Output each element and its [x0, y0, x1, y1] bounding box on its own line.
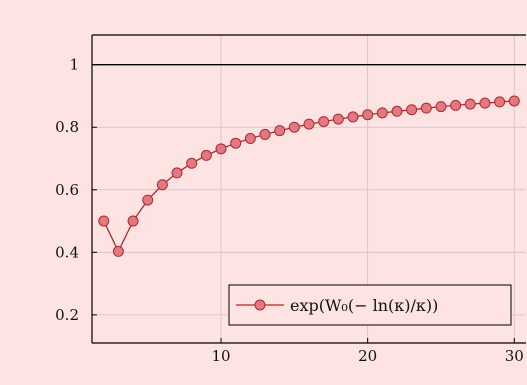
- y-tick-label-4: 1: [69, 56, 79, 74]
- data-point: [347, 111, 359, 123]
- y-tick-label-2: 0.6: [55, 181, 79, 199]
- data-point: [288, 121, 300, 133]
- data-point: [494, 96, 506, 108]
- data-point: [200, 149, 212, 161]
- data-point: [332, 113, 344, 125]
- data-point: [450, 99, 462, 111]
- data-point: [112, 245, 124, 257]
- data-point: [230, 137, 242, 149]
- y-tick-label-3: 0.8: [55, 118, 79, 136]
- data-point: [98, 215, 110, 227]
- data-point: [362, 109, 374, 121]
- legend-label: exp(W₀(− ln(κ)/κ)): [290, 296, 438, 315]
- data-series: [98, 95, 520, 257]
- data-point: [142, 194, 154, 206]
- x-tick-label-0: 10: [211, 347, 230, 365]
- data-point: [156, 179, 168, 191]
- data-point: [376, 107, 388, 119]
- data-point: [244, 133, 256, 145]
- data-point: [479, 97, 491, 109]
- data-point: [406, 104, 418, 116]
- y-tick-label-1: 0.4: [55, 243, 79, 261]
- data-point: [435, 101, 447, 113]
- legend: exp(W₀(− ln(κ)/κ)): [228, 284, 512, 326]
- axes: [91, 34, 526, 344]
- x-tick-label-1: 20: [358, 347, 377, 365]
- data-point: [274, 125, 286, 137]
- data-point: [259, 128, 271, 140]
- data-point: [508, 95, 520, 107]
- data-point: [171, 167, 183, 179]
- data-point: [127, 215, 139, 227]
- data-point: [420, 102, 432, 114]
- y-tick-label-0: 0.2: [55, 306, 79, 324]
- data-point: [303, 118, 315, 130]
- data-point: [215, 143, 227, 155]
- x-tick-label-2: 30: [505, 347, 524, 365]
- data-point: [391, 105, 403, 117]
- data-point: [186, 157, 198, 169]
- legend-marker: [254, 299, 266, 311]
- data-point: [318, 116, 330, 128]
- data-point: [464, 98, 476, 110]
- ticks: 10 20 30 0.2 0.4 0.6 0.8 1: [55, 56, 524, 365]
